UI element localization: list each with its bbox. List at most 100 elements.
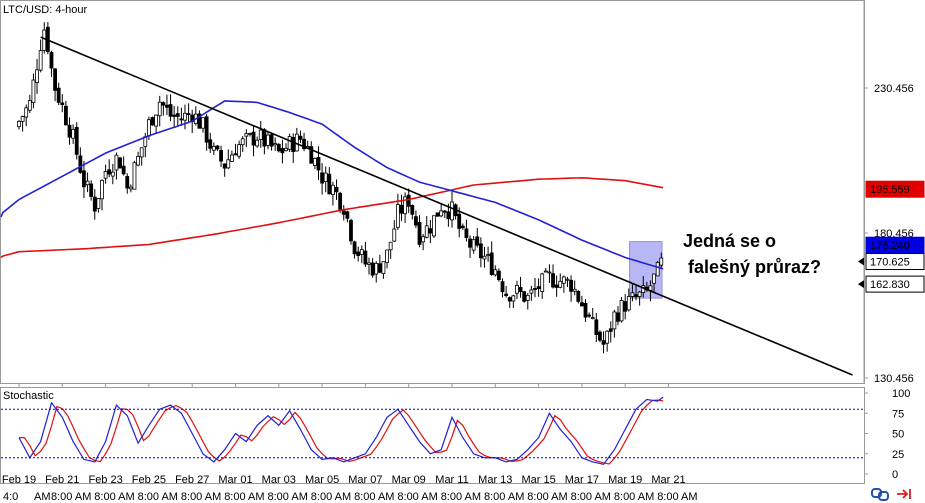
x-tick-label: Mar 15	[521, 474, 555, 486]
candle-body	[356, 251, 361, 256]
candle-body	[298, 135, 303, 140]
candle-body	[269, 134, 274, 147]
candle-body	[273, 143, 278, 146]
candle-body	[515, 285, 519, 294]
candle-body	[576, 291, 581, 302]
x-tick-label: Mar 03	[262, 474, 296, 486]
x-tick-label: Mar 07	[348, 474, 382, 486]
price-label-box	[865, 180, 925, 198]
candle-body	[359, 249, 364, 255]
x-tick-label: Feb 25	[132, 474, 166, 486]
candle-body	[428, 228, 433, 234]
stochastic-title: Stochastic	[3, 390, 54, 402]
arrow-right-icon[interactable]	[897, 489, 911, 499]
candle-body	[280, 148, 285, 154]
candle-body	[341, 210, 346, 215]
candle-body	[118, 157, 122, 169]
candle-body	[237, 144, 242, 157]
x-tick-label: Mar 21	[651, 474, 685, 486]
stoch-k-line	[18, 396, 664, 465]
candle-body	[468, 238, 472, 248]
candle-body	[475, 236, 480, 246]
candle-body	[482, 255, 487, 260]
candle-body	[215, 145, 220, 150]
candle-body	[471, 239, 476, 251]
candle-body	[150, 117, 155, 126]
candle-body	[370, 262, 375, 276]
x-time-label: 8:00 AM	[527, 491, 567, 503]
candle-body	[598, 331, 602, 341]
candle-body	[287, 136, 292, 150]
chart-title: LTC/USD: 4-hour	[3, 4, 87, 16]
price-label: 176.240	[870, 240, 910, 252]
candle-body	[500, 281, 505, 293]
candle-body	[49, 52, 54, 69]
stoch-y-tick-label: 50	[892, 429, 904, 441]
candle-body	[100, 179, 104, 200]
candle-body	[608, 328, 613, 332]
candle-body	[403, 196, 407, 215]
candle-body	[616, 312, 620, 322]
stoch-y-tick-label: 75	[892, 408, 904, 420]
candle-body	[507, 297, 512, 302]
chart-link-icon[interactable]	[871, 488, 889, 501]
trendline-line	[40, 36, 853, 376]
candle-body	[302, 138, 306, 150]
candle-body	[497, 270, 501, 281]
candle-body	[388, 241, 393, 251]
candle-body	[183, 112, 187, 121]
candle-body	[78, 155, 83, 173]
candle-body	[377, 263, 382, 273]
candle-body	[219, 150, 223, 162]
candle-body	[157, 101, 162, 117]
candle-body	[53, 68, 57, 91]
candle-body	[414, 216, 418, 226]
candle-body	[590, 317, 595, 320]
candle-body	[316, 157, 321, 171]
candle-body	[594, 319, 599, 335]
candle-body	[547, 271, 552, 274]
candle-body	[139, 147, 144, 158]
candle-body	[432, 215, 436, 237]
x-time-label: 8:00 AM	[614, 491, 654, 503]
x-time-label: 8:00 AM	[311, 491, 351, 503]
candle-body	[27, 100, 32, 111]
annotation-line-1: Jedná se o	[683, 231, 776, 251]
candle-body	[421, 236, 426, 243]
x-time-label: 4:0	[3, 491, 18, 503]
x-tick-label: Feb 19	[2, 474, 36, 486]
candle-body	[161, 102, 166, 106]
candle-body	[634, 294, 638, 298]
x-time-label: AM	[34, 491, 51, 503]
candle-body	[630, 292, 635, 297]
candle-body	[601, 340, 606, 345]
candle-body	[381, 261, 386, 274]
x-time-label: 8:00 AM	[657, 491, 697, 503]
candle-body	[92, 196, 97, 212]
candle-body	[659, 257, 664, 266]
candle-body	[172, 114, 177, 117]
candle-body	[605, 330, 610, 344]
candle-body	[442, 210, 447, 213]
candle-body	[248, 133, 252, 135]
candle-body	[226, 159, 231, 169]
x-time-label: 8:00 AM	[94, 491, 134, 503]
candle-body	[110, 171, 115, 177]
candle-body	[565, 278, 570, 281]
candle-body	[64, 105, 68, 126]
candle-body	[435, 212, 440, 217]
candle-body	[543, 270, 548, 273]
candle-body	[107, 169, 112, 175]
moving-average-blue	[0, 100, 664, 270]
annotation-line-2: falešný průraz?	[688, 257, 821, 277]
candle-body	[587, 314, 592, 317]
x-tick-label: Mar 09	[392, 474, 426, 486]
ma-red-line	[0, 176, 664, 259]
candle-body	[331, 184, 335, 195]
x-tick-label: Feb 27	[175, 474, 209, 486]
candle-body	[244, 133, 249, 137]
candle-body	[554, 284, 559, 288]
candle-body	[352, 241, 357, 255]
candle-body	[103, 171, 108, 179]
candle-body	[136, 156, 140, 166]
